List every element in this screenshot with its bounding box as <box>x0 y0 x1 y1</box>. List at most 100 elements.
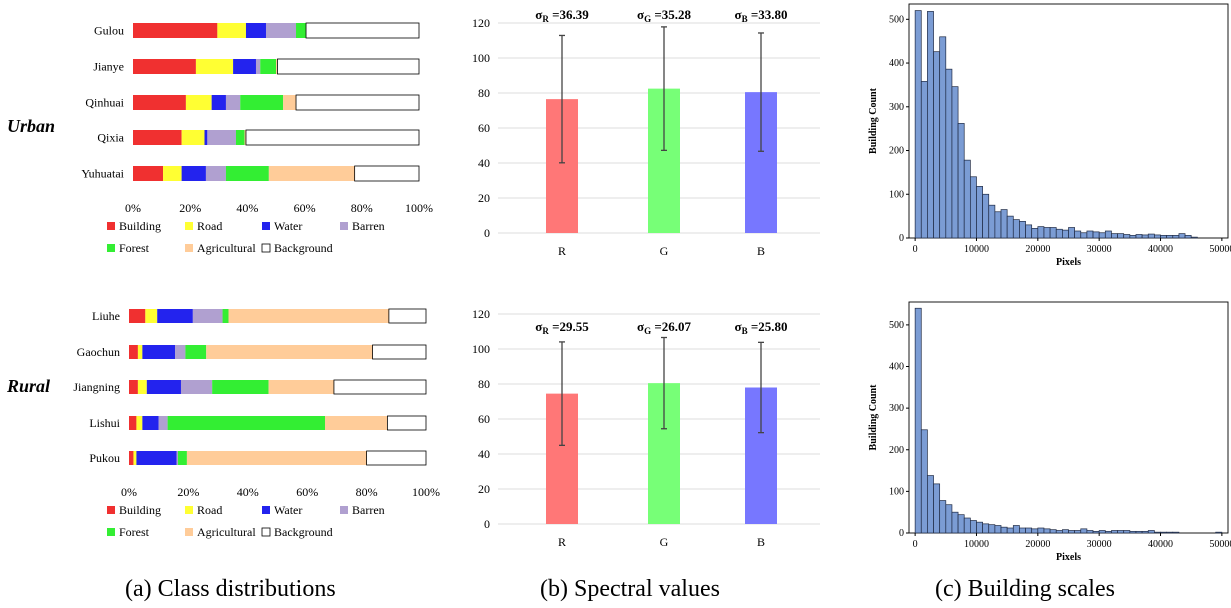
y-axis-label: Building Count <box>868 384 879 451</box>
bar-segment-road <box>195 59 234 74</box>
histogram-bar <box>927 475 934 534</box>
bar-segment-background <box>386 415 427 431</box>
bar-segment-water <box>181 166 206 181</box>
x-tick-label: 20% <box>179 201 201 215</box>
bar-segment-agricultural <box>325 416 388 430</box>
bar-segment-barren <box>176 451 179 465</box>
bar-segment-road <box>133 451 137 465</box>
bar-segment-water <box>204 130 208 145</box>
histogram-bar <box>1129 530 1137 534</box>
bar-segment-building <box>133 23 218 38</box>
category-label: Jianye <box>93 60 124 74</box>
histogram-bar <box>957 123 965 239</box>
bar-segment-forest <box>260 59 276 74</box>
histogram-bar <box>1184 235 1192 239</box>
histogram-bar <box>1154 531 1161 534</box>
histogram-bar <box>1172 531 1180 534</box>
histogram-bar <box>994 211 1002 239</box>
bar-segment-water <box>136 451 177 465</box>
y-tick-label: 500 <box>889 14 904 25</box>
legend-swatch <box>185 528 193 536</box>
group-label: Urban <box>7 116 55 136</box>
legend-label: Barren <box>352 219 385 233</box>
y-tick-label: 100 <box>889 486 904 497</box>
histogram-bar <box>1068 227 1075 239</box>
bar-segment-forest <box>212 380 269 394</box>
bar-segment-water <box>157 309 193 323</box>
histogram-bar <box>1111 233 1118 239</box>
y-tick-label: 120 <box>472 307 490 321</box>
histogram-bar <box>1068 530 1075 534</box>
x-tick-label: 50000 <box>1209 244 1231 255</box>
histogram-bar <box>1025 527 1033 534</box>
caption-b: (b) Spectral values <box>540 576 720 602</box>
histogram-bar <box>976 521 983 534</box>
legend-swatch <box>185 222 193 230</box>
histogram-bar <box>951 511 959 534</box>
y-tick-label: 100 <box>472 342 490 356</box>
bar-segment-background <box>354 165 420 182</box>
category-label: Qinhuai <box>85 96 124 110</box>
x-tick-label: 100% <box>412 485 440 499</box>
sigma-value: =36.39 <box>549 7 589 22</box>
legend-label: Background <box>274 525 333 539</box>
legend-swatch <box>340 506 348 514</box>
caption-a: (a) Class distributions <box>125 576 336 602</box>
histogram-bar <box>1135 530 1143 534</box>
y-tick-label: 0 <box>484 226 490 240</box>
histogram-bar <box>963 517 971 534</box>
histogram-bar <box>1062 529 1069 534</box>
y-tick-label: 100 <box>472 51 490 65</box>
bar-segment-background <box>372 344 427 360</box>
histogram-bar <box>1006 215 1014 239</box>
histogram-bar <box>988 524 996 534</box>
histogram-bar <box>1129 235 1137 239</box>
histogram-bar <box>963 159 971 239</box>
x-tick-label: 30000 <box>1087 244 1112 255</box>
sigma-value: =25.80 <box>748 319 788 334</box>
bar-segment-barren <box>265 23 297 38</box>
histogram-bar <box>1160 235 1168 239</box>
sigma-symbol: σ <box>734 7 741 22</box>
bar-segment-water <box>142 345 176 359</box>
y-tick-label: 0 <box>899 528 904 539</box>
sigma-annotation: σR =36.39 <box>535 7 589 24</box>
sigma-value: =33.80 <box>748 7 788 22</box>
bar-segment-road <box>217 23 246 38</box>
histogram-bar <box>1172 235 1180 239</box>
histogram-bar <box>945 504 953 534</box>
histogram-bar <box>914 307 922 534</box>
histogram-bar <box>982 523 990 534</box>
bar-segment-building <box>129 451 134 465</box>
histogram-bar <box>1123 234 1131 239</box>
bar-segment-building <box>133 130 182 145</box>
sigma-annotation: σG =35.28 <box>637 7 692 24</box>
bar-segment-water <box>146 380 181 394</box>
bar-segment-background <box>295 94 420 111</box>
urban-class-chart: Urban Gulou Jianye Qinhuai Qixia Yuhuatai 0% 20… <box>7 22 433 255</box>
bar-segment-forest <box>185 345 207 359</box>
y-tick-label: 500 <box>889 320 904 331</box>
bar-segment-road <box>136 416 143 430</box>
legend-swatch <box>185 506 193 514</box>
rural-scale-histogram: 0 100 200 300 400 500 0 10000 20000 30000 40000 500… <box>868 301 1231 563</box>
y-tick-label: 100 <box>889 189 904 200</box>
x-tick-label: 30000 <box>1087 539 1112 550</box>
histogram-bar <box>1160 531 1168 534</box>
bar-segment-road <box>163 166 182 181</box>
histogram-bar <box>1019 527 1026 534</box>
bar-segment-forest <box>222 309 229 323</box>
x-tick-label: 50000 <box>1209 539 1231 550</box>
sigma-subscript: B <box>742 14 748 24</box>
y-tick-label: 400 <box>889 362 904 373</box>
histogram-bar <box>1135 234 1143 239</box>
category-label: Qixia <box>97 131 124 145</box>
histogram-bar <box>1215 531 1223 534</box>
histogram-bar <box>1031 528 1039 534</box>
y-tick-label: 40 <box>478 156 490 170</box>
legend-swatch <box>261 527 271 537</box>
histogram-bar <box>1012 219 1020 239</box>
x-axis-label: Pixels <box>1056 552 1081 563</box>
